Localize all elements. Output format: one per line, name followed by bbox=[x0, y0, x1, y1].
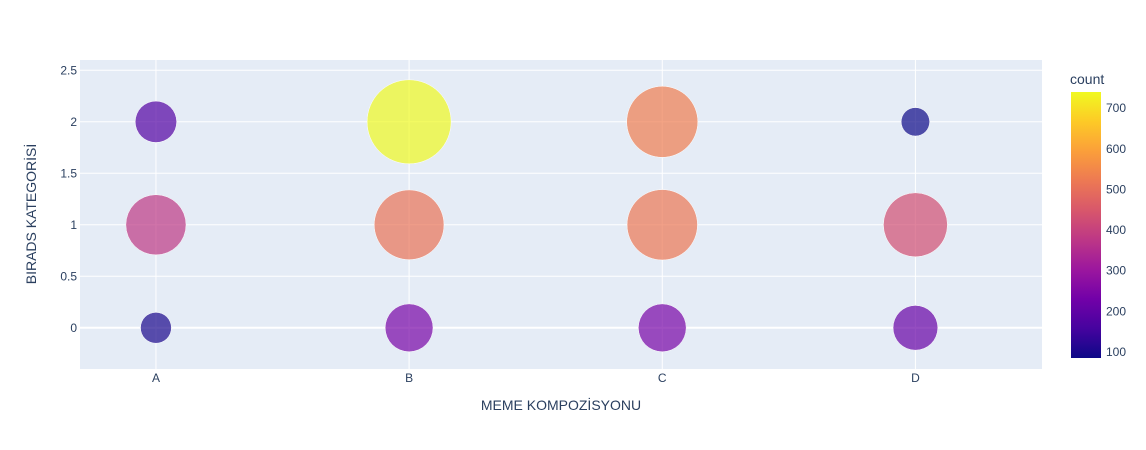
bubble-point[interactable] bbox=[366, 79, 452, 165]
colorbar-tick-label: 600 bbox=[1106, 142, 1126, 156]
bubble-series bbox=[125, 79, 948, 352]
plot-background bbox=[80, 60, 1042, 369]
colorbar-tick-label: 300 bbox=[1106, 264, 1126, 278]
bubble-point[interactable] bbox=[638, 303, 687, 352]
y-tick-label: 2.5 bbox=[60, 63, 77, 77]
colorbar-title: count bbox=[1070, 71, 1104, 87]
colorbar-tick-label: 100 bbox=[1106, 345, 1126, 359]
bubble-point[interactable] bbox=[125, 194, 187, 256]
x-axis-title: MEME KOMPOZİSYONU bbox=[481, 396, 641, 413]
x-tick-label: C bbox=[658, 371, 667, 385]
x-tick-label: D bbox=[911, 371, 920, 385]
bubble-point[interactable] bbox=[140, 312, 172, 344]
bubble-point[interactable] bbox=[384, 303, 434, 352]
bubble-point[interactable] bbox=[373, 189, 445, 260]
colorbar-gradient bbox=[1071, 92, 1101, 358]
colorbar: count 100 200 300 400 500 600 700 bbox=[1070, 71, 1126, 359]
colorbar-tick-label: 500 bbox=[1106, 182, 1126, 196]
bubble-point[interactable] bbox=[883, 192, 948, 258]
bubble-point[interactable] bbox=[626, 86, 699, 158]
bubble-point[interactable] bbox=[134, 100, 177, 143]
colorbar-tick-label: 700 bbox=[1106, 101, 1126, 115]
colorbar-ticks: 100 200 300 400 500 600 700 bbox=[1106, 101, 1126, 359]
x-tick-label: A bbox=[152, 371, 160, 385]
colorbar-tick-label: 200 bbox=[1106, 304, 1126, 318]
y-tick-label: 0 bbox=[70, 321, 77, 335]
x-axis-ticks: A B C D bbox=[152, 371, 920, 385]
y-tick-label: 1 bbox=[70, 218, 77, 232]
bubble-point[interactable] bbox=[626, 189, 698, 261]
y-axis-title: BIRADS KATEGORİSİ bbox=[22, 144, 39, 285]
y-tick-label: 1.5 bbox=[60, 166, 77, 180]
y-axis-ticks: 0 0.5 1 1.5 2 2.5 bbox=[60, 63, 77, 335]
y-tick-label: 2 bbox=[70, 115, 77, 129]
colorbar-tick-label: 400 bbox=[1106, 223, 1126, 237]
y-tick-label: 0.5 bbox=[60, 269, 77, 283]
x-tick-label: B bbox=[405, 371, 413, 385]
bubble-point[interactable] bbox=[892, 305, 939, 351]
bubble-point[interactable] bbox=[900, 107, 930, 137]
